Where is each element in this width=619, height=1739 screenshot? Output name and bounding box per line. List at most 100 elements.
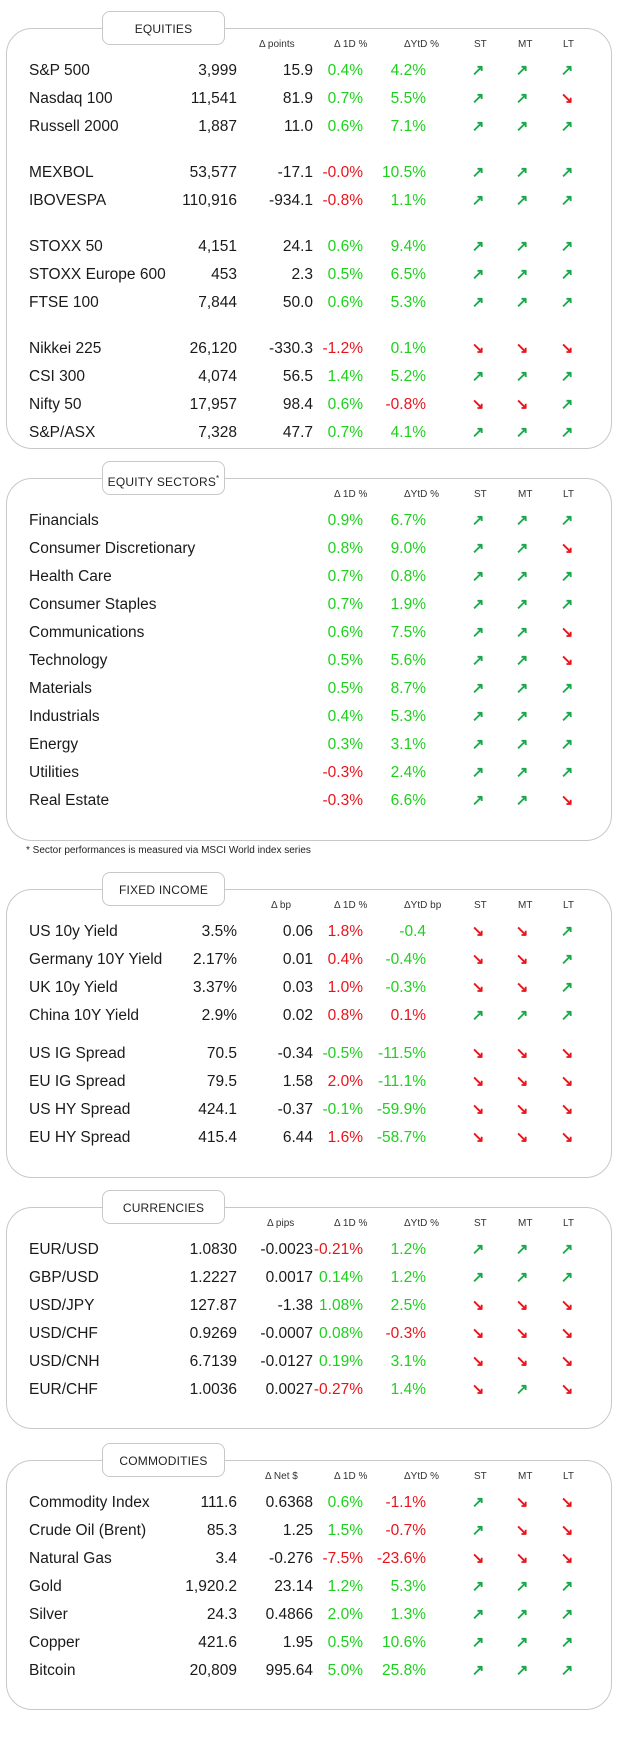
header-ytd: ΔYtD % [404,489,440,500]
table-row[interactable]: Gold 1,920.2 23.14 1.2% 5.3% ↗ ↗ ↗ [7,1573,611,1601]
row-change: -0.276 [269,1550,313,1567]
table-row[interactable]: S&P 500 3,999 15.9 0.4% 4.2% ↗ ↗ ↗ [7,57,611,85]
row-value: 415.4 [198,1129,237,1146]
table-row[interactable]: Industrials 0.4% 5.3% ↗ ↗ ↗ [7,703,611,731]
table-row[interactable]: EU HY Spread 415.4 6.44 1.6% -58.7% ↘ ↘ ↘ [7,1124,611,1152]
table-row[interactable]: Health Care 0.7% 0.8% ↗ ↗ ↗ [7,563,611,591]
row-change: -0.0007 [260,1325,313,1342]
table-row[interactable]: Utilities -0.3% 2.4% ↗ ↗ ↗ [7,759,611,787]
table-row[interactable]: IBOVESPA 110,916 -934.1 -0.8% 1.1% ↗ ↗ ↗ [7,187,611,215]
trend-lt-arrow-up-right-icon: ↗ [560,1269,574,1286]
table-row[interactable]: Silver 24.3 0.4866 2.0% 1.3% ↗ ↗ ↗ [7,1601,611,1629]
table-row[interactable]: MEXBOL 53,577 -17.1 -0.0% 10.5% ↗ ↗ ↗ [7,159,611,187]
table-row[interactable]: Crude Oil (Brent) 85.3 1.25 1.5% -0.7% ↗ ↘ ↘ [7,1517,611,1545]
table-row[interactable]: Copper 421.6 1.95 0.5% 10.6% ↗ ↗ ↗ [7,1629,611,1657]
table-row[interactable]: CSI 300 4,074 56.5 1.4% 5.2% ↗ ↗ ↗ [7,363,611,391]
table-row[interactable]: China 10Y Yield 2.9% 0.02 0.8% 0.1% ↗ ↗ ↗ [7,1002,611,1030]
table-row[interactable]: Technology 0.5% 5.6% ↗ ↗ ↘ [7,647,611,675]
row-name: Nasdaq 100 [29,90,113,107]
row-change: -934.1 [269,192,313,209]
row-ytd-change: 5.3% [390,1578,426,1595]
row-value: 70.5 [206,1045,237,1062]
row-name: USD/JPY [29,1297,95,1314]
header-lt: LT [563,1218,574,1229]
row-name: USD/CNH [29,1353,100,1370]
row-value: 2.9% [201,1007,237,1024]
table-row[interactable]: Consumer Staples 0.7% 1.9% ↗ ↗ ↗ [7,591,611,619]
row-name: FTSE 100 [29,294,99,311]
table-row[interactable]: EUR/USD 1.0830 -0.0023 -0.21% 1.2% ↗ ↗ ↗ [7,1236,611,1264]
row-name: Nikkei 225 [29,340,102,357]
table-row[interactable]: Bitcoin 20,809 995.64 5.0% 25.8% ↗ ↗ ↗ [7,1657,611,1685]
commodities-title: COMMODITIES [102,1443,225,1477]
trend-mt-arrow-up-right-icon: ↗ [515,1578,529,1595]
trend-lt-arrow-up-right-icon: ↗ [560,979,574,996]
header-net: Δ Net $ [265,1471,298,1482]
row-ytd-change: 4.1% [390,424,426,441]
table-row[interactable]: Real Estate -0.3% 6.6% ↗ ↗ ↘ [7,787,611,815]
row-ytd-change: 5.6% [390,652,426,669]
row-value: 85.3 [206,1522,237,1539]
header-st: ST [474,1471,487,1482]
trend-mt-arrow-up-right-icon: ↗ [515,680,529,697]
row-ytd-change: -23.6% [376,1550,426,1567]
trend-st-arrow-up-right-icon: ↗ [471,266,485,283]
table-row[interactable]: Germany 10Y Yield 2.17% 0.01 0.4% -0.4% ↘ ↘ ↗ [7,946,611,974]
row-change: -17.1 [277,164,313,181]
trend-mt-arrow-up-right-icon: ↗ [515,192,529,209]
table-row[interactable]: Energy 0.3% 3.1% ↗ ↗ ↗ [7,731,611,759]
table-row[interactable]: Nasdaq 100 11,541 81.9 0.7% 5.5% ↗ ↗ ↘ [7,85,611,113]
row-value: 7,844 [198,294,237,311]
table-row[interactable]: US IG Spread 70.5 -0.34 -0.5% -11.5% ↘ ↘ ↘ [7,1040,611,1068]
row-value: 1.2227 [189,1269,237,1286]
row-1d-change: 0.6% [327,396,363,413]
table-row[interactable]: Consumer Discretionary 0.8% 9.0% ↗ ↗ ↘ [7,535,611,563]
trend-lt-arrow-up-right-icon: ↗ [560,294,574,311]
table-row[interactable]: Materials 0.5% 8.7% ↗ ↗ ↗ [7,675,611,703]
row-ytd-change: 1.9% [390,596,426,613]
trend-mt-arrow-down-right-icon: ↘ [515,923,529,940]
row-name: STOXX Europe 600 [29,266,166,283]
trend-st-arrow-up-right-icon: ↗ [471,1007,485,1024]
row-name: Copper [29,1634,80,1651]
trend-mt-arrow-up-right-icon: ↗ [515,90,529,107]
trend-mt-arrow-up-right-icon: ↗ [515,512,529,529]
trend-st-arrow-up-right-icon: ↗ [471,512,485,529]
row-name: Industrials [29,708,100,725]
table-row[interactable]: USD/CNH 6.7139 -0.0127 0.19% 3.1% ↘ ↘ ↘ [7,1348,611,1376]
trend-st-arrow-up-right-icon: ↗ [471,1606,485,1623]
table-row[interactable]: Communications 0.6% 7.5% ↗ ↗ ↘ [7,619,611,647]
trend-lt-arrow-down-right-icon: ↘ [560,624,574,641]
table-row[interactable]: EU IG Spread 79.5 1.58 2.0% -11.1% ↘ ↘ ↘ [7,1068,611,1096]
table-row[interactable]: Commodity Index 111.6 0.6368 0.6% -1.1% ↗ ↘ ↘ [7,1489,611,1517]
table-row[interactable]: STOXX 50 4,151 24.1 0.6% 9.4% ↗ ↗ ↗ [7,233,611,261]
trend-st-arrow-down-right-icon: ↘ [471,1325,485,1342]
trend-st-arrow-up-right-icon: ↗ [471,294,485,311]
table-row[interactable]: USD/JPY 127.87 -1.38 1.08% 2.5% ↘ ↘ ↘ [7,1292,611,1320]
table-row[interactable]: US HY Spread 424.1 -0.37 -0.1% -59.9% ↘ ↘ ↘ [7,1096,611,1124]
table-row[interactable]: Russell 2000 1,887 11.0 0.6% 7.1% ↗ ↗ ↗ [7,113,611,141]
trend-lt-arrow-down-right-icon: ↘ [560,90,574,107]
row-ytd-change: -1.1% [385,1494,427,1511]
table-row[interactable]: Natural Gas 3.4 -0.276 -7.5% -23.6% ↘ ↘ ↘ [7,1545,611,1573]
table-row[interactable]: Nifty 50 17,957 98.4 0.6% -0.8% ↘ ↘ ↗ [7,391,611,419]
table-row[interactable]: US 10y Yield 3.5% 0.06 1.8% -0.4 ↘ ↘ ↗ [7,918,611,946]
header-ytd: ΔYtD % [404,1218,440,1229]
trend-st-arrow-down-right-icon: ↘ [471,1381,485,1398]
row-ytd-change: 6.5% [390,266,426,283]
row-value: 7,328 [198,424,237,441]
table-row[interactable]: STOXX Europe 600 453 2.3 0.5% 6.5% ↗ ↗ ↗ [7,261,611,289]
table-row[interactable]: Financials 0.9% 6.7% ↗ ↗ ↗ [7,507,611,535]
trend-lt-arrow-down-right-icon: ↘ [560,1353,574,1370]
trend-lt-arrow-down-right-icon: ↘ [560,1101,574,1118]
table-row[interactable]: FTSE 100 7,844 50.0 0.6% 5.3% ↗ ↗ ↗ [7,289,611,317]
row-ytd-change: 1.2% [390,1269,426,1286]
table-row[interactable]: S&P/ASX 7,328 47.7 0.7% 4.1% ↗ ↗ ↗ [7,419,611,447]
row-value: 3.37% [193,979,237,996]
trend-lt-arrow-up-right-icon: ↗ [560,1578,574,1595]
table-row[interactable]: USD/CHF 0.9269 -0.0007 0.08% -0.3% ↘ ↘ ↘ [7,1320,611,1348]
table-row[interactable]: UK 10y Yield 3.37% 0.03 1.0% -0.3% ↘ ↘ ↗ [7,974,611,1002]
table-row[interactable]: Nikkei 225 26,120 -330.3 -1.2% 0.1% ↘ ↘ ↘ [7,335,611,363]
table-row[interactable]: EUR/CHF 1.0036 0.0027 -0.27% 1.4% ↘ ↗ ↘ [7,1376,611,1404]
table-row[interactable]: GBP/USD 1.2227 0.0017 0.14% 1.2% ↗ ↗ ↗ [7,1264,611,1292]
